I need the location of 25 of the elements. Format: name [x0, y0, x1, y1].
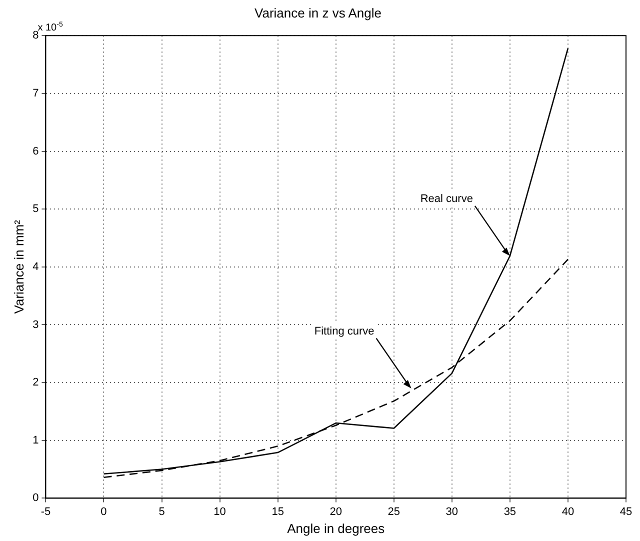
x-tick-label: 15	[272, 506, 284, 518]
x-tick-label: 0	[100, 506, 107, 518]
x-tick-label: 35	[504, 506, 516, 518]
y-axis-title: Variance in mm²	[11, 219, 26, 314]
y-tick-label: 8	[32, 30, 39, 42]
y-tick-label: 4	[32, 260, 39, 273]
x-tick-label: 25	[388, 506, 400, 518]
y-tick-label: 0	[32, 492, 39, 504]
y-tick-label: 1	[32, 434, 39, 446]
x-tick-label: 30	[446, 506, 458, 518]
annotation: Real curve	[420, 192, 473, 205]
y-tick-label: 3	[32, 318, 39, 331]
x-tick-label: 40	[562, 506, 574, 518]
x-tick-label: 10	[214, 506, 226, 518]
y-tick-label: 5	[32, 203, 39, 216]
y-tick-label: 6	[32, 145, 39, 158]
x-axis-title: Angle in degrees	[287, 520, 386, 536]
y-tick-label: 7	[32, 87, 39, 100]
x-tick-label: 45	[620, 506, 632, 518]
y-tick-label: 2	[32, 376, 39, 389]
annotation: Fitting curve	[314, 325, 374, 338]
x-tick-label: 5	[158, 506, 165, 518]
x-tick-label: 20	[330, 506, 342, 518]
x-tick-label: -5	[40, 506, 51, 518]
chart-title: Variance in z vs Angle	[254, 5, 382, 20]
